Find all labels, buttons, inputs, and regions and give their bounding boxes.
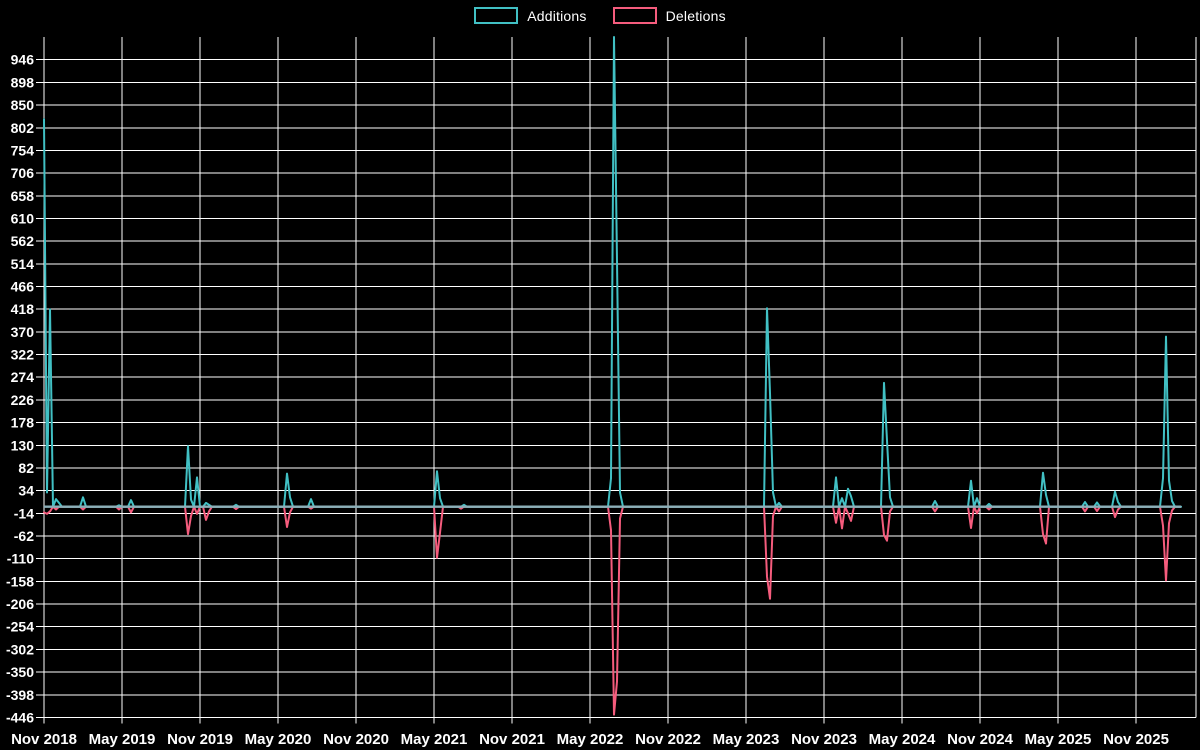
x-tick-label: May 2019 bbox=[89, 731, 156, 748]
y-tick-label: 274 bbox=[11, 369, 35, 385]
y-tick-label: 178 bbox=[11, 415, 35, 431]
y-tick-label: -110 bbox=[7, 551, 34, 567]
y-tick-label: -350 bbox=[6, 664, 34, 680]
legend-label-deletions: Deletions bbox=[665, 7, 726, 24]
y-tick-label: -398 bbox=[6, 687, 34, 703]
y-tick-label: 130 bbox=[11, 437, 35, 453]
y-tick-label: 82 bbox=[18, 460, 34, 476]
y-tick-label: 802 bbox=[11, 120, 35, 136]
x-tick-label: May 2022 bbox=[557, 731, 624, 748]
y-tick-label: -14 bbox=[14, 505, 34, 521]
y-tick-label: 466 bbox=[11, 279, 35, 295]
legend-item-deletions[interactable]: Deletions bbox=[612, 7, 726, 24]
y-tick-label: 370 bbox=[11, 324, 35, 340]
legend-label-additions: Additions bbox=[527, 7, 587, 24]
additions-line bbox=[43, 36, 1182, 508]
y-tick-label: 610 bbox=[11, 211, 35, 227]
x-tick-label: Nov 2021 bbox=[479, 731, 545, 748]
x-tick-label: May 2020 bbox=[245, 731, 312, 748]
y-tick-label: 514 bbox=[11, 256, 35, 272]
y-tick-label: 322 bbox=[11, 347, 35, 363]
x-tick-label: May 2025 bbox=[1025, 731, 1092, 748]
y-tick-label: -62 bbox=[14, 528, 34, 544]
x-tick-label: May 2021 bbox=[401, 731, 468, 748]
y-tick-label: 850 bbox=[11, 97, 35, 113]
y-tick-label: 754 bbox=[11, 142, 35, 158]
deletions-swatch-icon bbox=[612, 7, 657, 24]
legend-item-additions[interactable]: Additions bbox=[474, 7, 586, 24]
chart-legend: Additions Deletions bbox=[0, 7, 1200, 24]
x-tick-label: Nov 2020 bbox=[323, 731, 389, 748]
y-tick-label: 898 bbox=[11, 74, 35, 90]
y-tick-label: 658 bbox=[11, 188, 35, 204]
y-tick-label: -206 bbox=[6, 596, 34, 612]
x-tick-label: Nov 2023 bbox=[791, 731, 857, 748]
x-tick-label: May 2024 bbox=[869, 731, 936, 748]
y-tick-label: 34 bbox=[18, 483, 34, 499]
y-tick-label: -254 bbox=[6, 619, 34, 635]
x-tick-label: Nov 2022 bbox=[635, 731, 701, 748]
y-tick-label: 562 bbox=[11, 233, 35, 249]
y-tick-label: 418 bbox=[11, 301, 35, 317]
y-tick-label: 226 bbox=[11, 392, 35, 408]
y-tick-label: -302 bbox=[6, 641, 34, 657]
x-tick-label: Nov 2025 bbox=[1103, 731, 1169, 748]
deletions-line bbox=[43, 505, 1182, 716]
y-tick-label: -446 bbox=[6, 709, 34, 725]
x-tick-label: May 2023 bbox=[713, 731, 780, 748]
y-tick-label: -158 bbox=[6, 573, 34, 589]
x-tick-label: Nov 2019 bbox=[167, 731, 233, 748]
x-tick-label: Nov 2018 bbox=[11, 731, 77, 748]
y-tick-label: 706 bbox=[11, 165, 35, 181]
y-tick-label: 946 bbox=[11, 52, 35, 68]
additions-swatch-icon bbox=[474, 7, 519, 24]
x-tick-label: Nov 2024 bbox=[947, 731, 1014, 748]
